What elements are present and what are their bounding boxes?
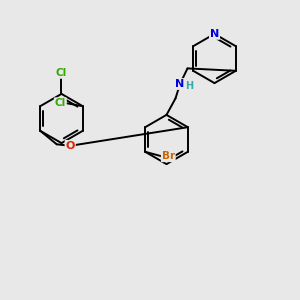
Text: Cl: Cl [55,98,66,108]
Text: N: N [210,29,219,39]
Text: N: N [176,79,184,89]
Text: H: H [185,81,194,92]
Text: O: O [65,141,75,151]
Text: Br: Br [162,151,175,161]
Text: Cl: Cl [56,68,67,78]
